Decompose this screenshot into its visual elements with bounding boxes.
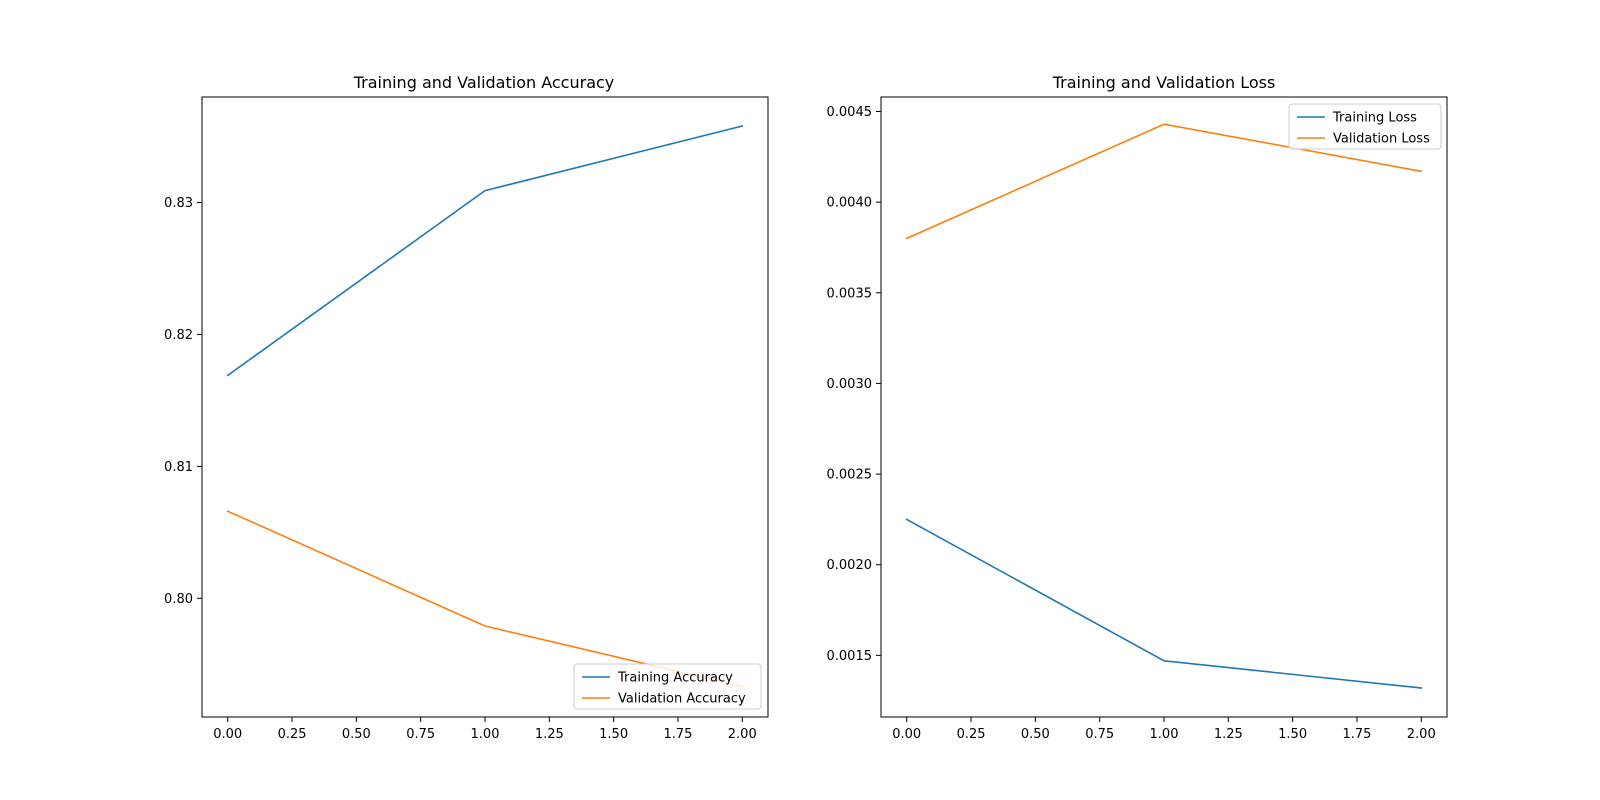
loss-y-tick-label: 0.0045 bbox=[827, 105, 873, 120]
accuracy-x-tick-label: 1.25 bbox=[535, 727, 564, 742]
accuracy-y-tick-label: 0.82 bbox=[164, 328, 193, 343]
loss-x-tick-label: 0.75 bbox=[1085, 727, 1114, 742]
accuracy-chart: Training and Validation Accuracy 0.00 0.2… bbox=[164, 73, 769, 742]
accuracy-legend-label-0: Training Accuracy bbox=[617, 671, 733, 686]
loss-legend: Training Loss Validation Loss bbox=[1288, 103, 1442, 150]
loss-series-line-0 bbox=[905, 518, 1423, 689]
loss-x-tick-label: 2.00 bbox=[1407, 727, 1436, 742]
loss-legend-box bbox=[1288, 103, 1442, 150]
accuracy-x-tick-label: 0.75 bbox=[406, 727, 435, 742]
loss-chart-title: Training and Validation Loss bbox=[1052, 73, 1276, 92]
accuracy-x-tick-label: 1.75 bbox=[663, 727, 692, 742]
accuracy-legend-box bbox=[573, 663, 762, 710]
loss-x-tick-label: 0.00 bbox=[892, 727, 921, 742]
accuracy-x-tick-label: 1.50 bbox=[599, 727, 628, 742]
loss-y-tick-label: 0.0035 bbox=[827, 286, 873, 301]
loss-y-tick-label: 0.0025 bbox=[827, 468, 873, 483]
loss-x-tick-label: 0.25 bbox=[957, 727, 986, 742]
loss-y-tick-label: 0.0020 bbox=[827, 558, 873, 573]
loss-legend-label-1: Validation Loss bbox=[1333, 132, 1430, 147]
accuracy-legend: Training Accuracy Validation Accuracy bbox=[573, 663, 762, 710]
loss-series-line-1 bbox=[905, 123, 1423, 240]
accuracy-x-tick-label: 1.00 bbox=[471, 727, 500, 742]
loss-x-tick-label: 1.75 bbox=[1342, 727, 1371, 742]
accuracy-y-tick-label: 0.83 bbox=[164, 196, 193, 211]
accuracy-x-tick-label: 2.00 bbox=[728, 727, 757, 742]
accuracy-series-line-0 bbox=[226, 125, 744, 377]
accuracy-legend-label-1: Validation Accuracy bbox=[618, 692, 746, 707]
accuracy-x-tick-label: 0.00 bbox=[213, 727, 242, 742]
loss-y-tick-label: 0.0015 bbox=[827, 649, 873, 664]
loss-x-tick-label: 1.25 bbox=[1214, 727, 1243, 742]
loss-plot-area: 0.00 0.25 0.50 0.75 1.00 1.25 1.50 1.75 2.00 0.00… bbox=[827, 96, 1448, 742]
accuracy-y-tick-label: 0.80 bbox=[164, 592, 193, 607]
loss-legend-label-0: Training Loss bbox=[1332, 111, 1417, 126]
accuracy-chart-title: Training and Validation Accuracy bbox=[353, 73, 615, 92]
accuracy-x-tick-label: 0.50 bbox=[342, 727, 371, 742]
loss-x-tick-label: 0.50 bbox=[1021, 727, 1050, 742]
loss-x-tick-label: 1.00 bbox=[1150, 727, 1179, 742]
loss-y-tick-label: 0.0030 bbox=[827, 377, 873, 392]
loss-chart: Training and Validation Loss 0.00 0.25 0.5… bbox=[827, 73, 1448, 742]
accuracy-y-tick-label: 0.81 bbox=[164, 460, 193, 475]
loss-y-tick-label: 0.0040 bbox=[827, 196, 873, 211]
accuracy-x-tick-label: 0.25 bbox=[278, 727, 307, 742]
loss-x-tick-label: 1.50 bbox=[1278, 727, 1307, 742]
accuracy-plot-area: 0.00 0.25 0.50 0.75 1.00 1.25 1.50 1.75 2.00 0.80… bbox=[164, 96, 769, 742]
